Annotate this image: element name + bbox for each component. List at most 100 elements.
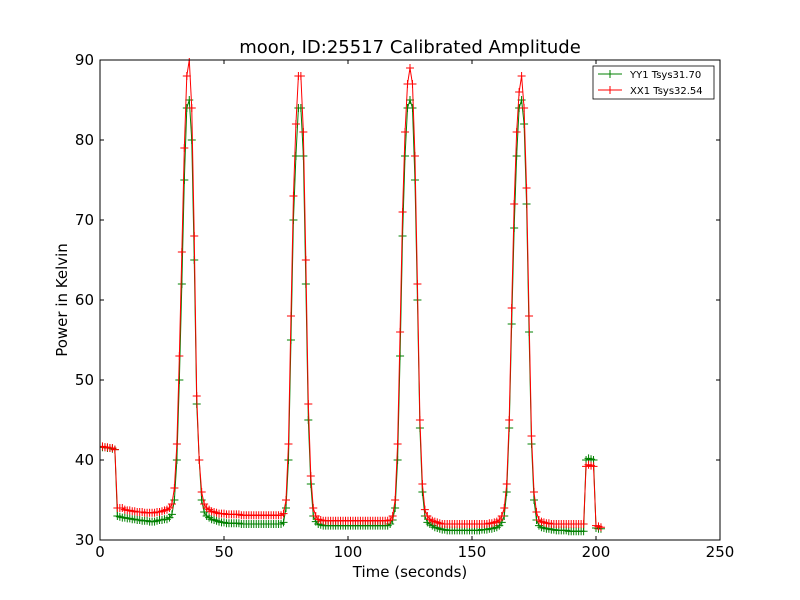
data-point xyxy=(172,440,181,448)
y-tick-label: 30 xyxy=(75,531,94,549)
data-point xyxy=(398,208,407,216)
data-point xyxy=(187,136,196,144)
data-point xyxy=(279,509,288,518)
data-point xyxy=(579,527,588,536)
chart-title: moon, ID:25517 Calibrated Amplitude xyxy=(239,37,581,58)
data-point xyxy=(510,200,519,208)
data-point xyxy=(530,496,538,504)
data-point xyxy=(187,104,196,112)
data-point xyxy=(185,96,194,104)
data-point xyxy=(420,505,429,514)
x-tick-label: 100 xyxy=(334,543,363,561)
data-point xyxy=(167,510,176,519)
data-point xyxy=(512,128,521,136)
data-point xyxy=(589,462,598,471)
data-point xyxy=(502,480,511,488)
data-point xyxy=(197,488,206,496)
legend-entries: YY1 Tsys31.70 XX1 Tsys32.54 xyxy=(598,70,703,97)
data-point xyxy=(502,488,511,496)
data-point xyxy=(500,504,509,512)
x-tick-label: 200 xyxy=(582,543,611,561)
data-point xyxy=(296,72,305,80)
data-point xyxy=(413,280,422,288)
data-point xyxy=(525,312,534,320)
y-tick-label: 40 xyxy=(75,451,94,469)
plot-area xyxy=(100,58,605,536)
data-point xyxy=(309,504,318,512)
x-tick-label: 150 xyxy=(458,543,487,561)
data-point xyxy=(286,312,295,320)
data-point xyxy=(301,256,310,264)
y-axis: 30 40 50 60 70 80 90 xyxy=(75,51,720,549)
data-point xyxy=(190,232,199,240)
data-point xyxy=(515,88,524,96)
data-point xyxy=(505,416,514,424)
y-tick-label: 60 xyxy=(75,291,94,309)
data-point xyxy=(391,496,400,504)
data-point xyxy=(284,456,293,464)
x-tick-label: 50 xyxy=(214,543,233,561)
legend-box xyxy=(592,65,715,100)
data-point xyxy=(192,392,201,400)
legend-marker xyxy=(606,86,614,94)
data-point xyxy=(408,80,417,88)
data-point xyxy=(180,144,189,152)
data-point xyxy=(522,184,531,192)
data-point xyxy=(195,456,204,464)
data-point xyxy=(279,518,288,527)
data-point xyxy=(415,416,424,424)
data-point xyxy=(401,128,410,136)
data-point xyxy=(282,496,290,504)
y-tick-label: 80 xyxy=(75,131,94,149)
y-tick-label: 70 xyxy=(75,211,94,229)
data-point xyxy=(396,328,405,336)
data-point xyxy=(182,72,191,80)
data-point xyxy=(177,280,186,288)
data-point xyxy=(291,152,300,160)
y-axis-label: Power in Kelvin xyxy=(53,243,71,357)
data-point xyxy=(388,512,397,520)
x-axis-label: Time (seconds) xyxy=(352,563,468,581)
data-point xyxy=(284,440,293,448)
data-point xyxy=(532,508,541,516)
data-point xyxy=(596,523,605,532)
legend-label: YY1 Tsys31.70 xyxy=(629,70,701,81)
y-tick-label: 90 xyxy=(75,51,94,69)
data-point xyxy=(520,104,529,112)
data-point xyxy=(296,104,305,112)
data-point xyxy=(391,504,400,512)
data-point xyxy=(393,456,402,464)
data-point xyxy=(167,500,176,508)
data-point xyxy=(510,224,519,232)
legend-marker xyxy=(606,70,614,78)
data-point xyxy=(579,520,588,528)
data-point xyxy=(282,504,290,512)
legend-label: XX1 Tsys32.54 xyxy=(630,86,703,97)
data-point xyxy=(497,512,506,520)
data-point xyxy=(306,472,315,480)
legend: YY1 Tsys31.70 XX1 Tsys32.54 xyxy=(592,65,715,100)
data-point xyxy=(304,400,313,408)
y-tick-label: 50 xyxy=(75,371,94,389)
data-point xyxy=(175,376,184,384)
series-1 xyxy=(100,58,605,532)
data-point xyxy=(418,480,427,488)
data-point xyxy=(401,152,410,160)
data-point xyxy=(170,484,179,492)
data-point xyxy=(507,304,516,312)
data-point xyxy=(180,176,189,184)
data-point xyxy=(530,488,538,496)
data-point xyxy=(527,432,536,440)
data-point xyxy=(175,352,184,360)
data-point xyxy=(512,152,521,160)
x-axis: 0 50 100 150 200 250 xyxy=(95,60,734,561)
data-point xyxy=(299,128,308,136)
data-point xyxy=(291,120,300,128)
data-point xyxy=(418,488,427,496)
data-point xyxy=(410,152,419,160)
axes-frame xyxy=(99,59,721,541)
data-point xyxy=(406,64,414,72)
data-point xyxy=(172,456,181,464)
